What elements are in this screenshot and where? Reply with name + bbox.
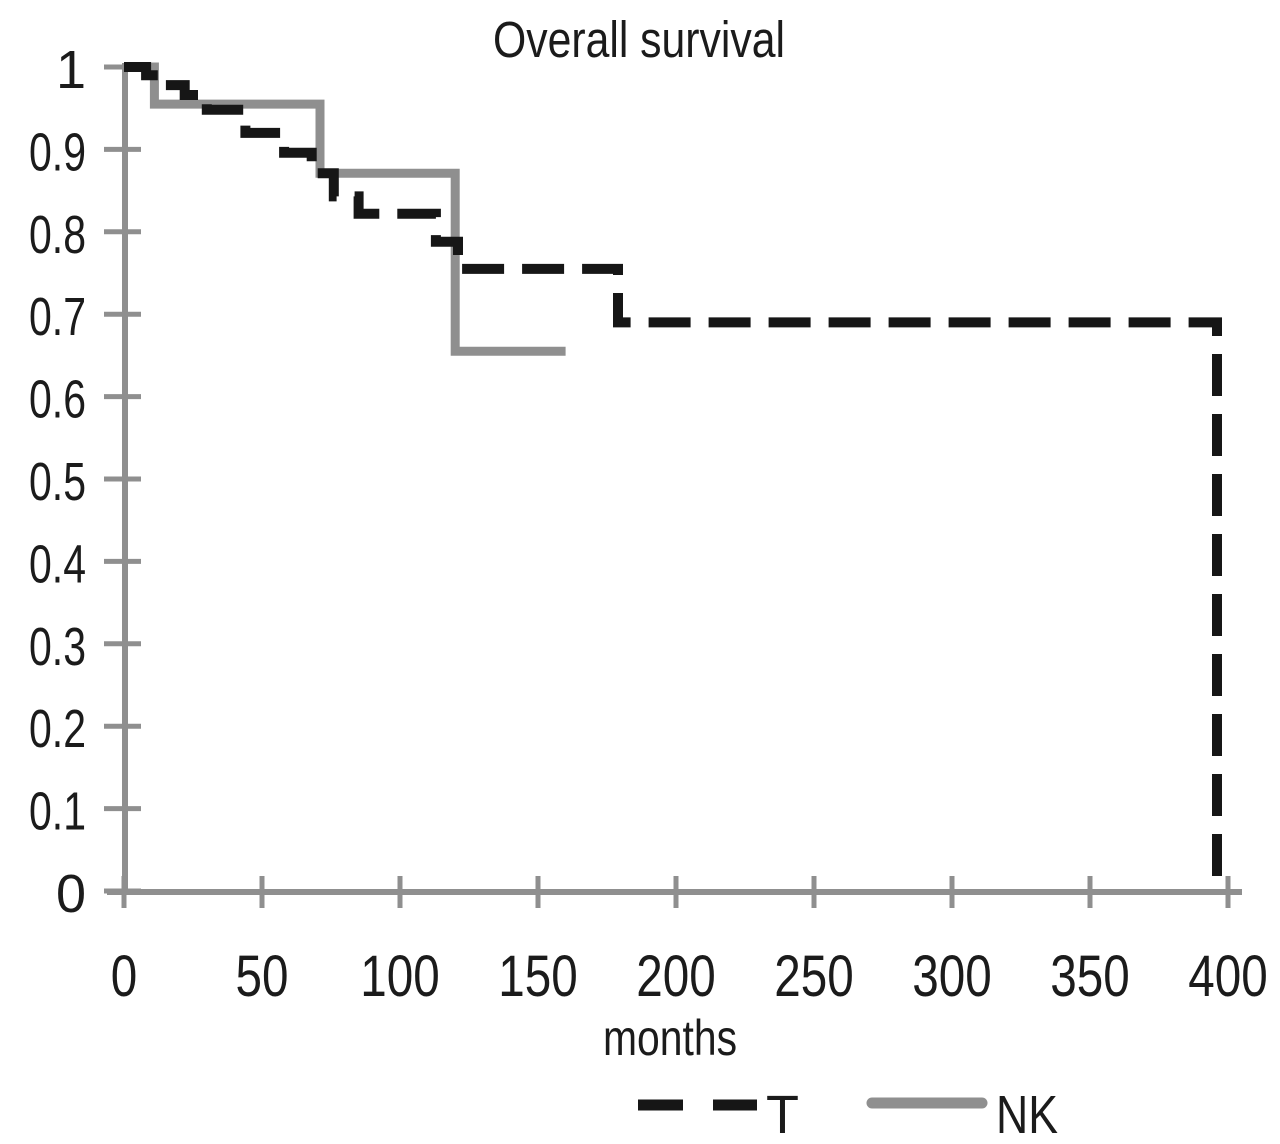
x-tick-label: 200: [636, 944, 716, 1009]
x-tick-label: 100: [360, 944, 440, 1009]
x-tick-label: 0: [111, 944, 138, 1009]
x-tick-label: 50: [236, 944, 289, 1009]
x-tick-label: 250: [774, 944, 854, 1009]
y-tick-label: 0.4: [29, 534, 86, 594]
x-axis-label: months: [603, 1010, 737, 1066]
axes: [107, 63, 1242, 895]
x-axis-ticks: 0 50 100 150 200 250 300 350 400: [111, 876, 1268, 1009]
x-tick-label: 300: [912, 944, 992, 1009]
legend: T NK: [638, 1085, 1058, 1144]
series-NK-curve: [124, 62, 566, 356]
y-tick-label: 0.7: [29, 287, 86, 347]
chart-title: Overall survival: [493, 11, 785, 68]
y-tick-label: 0.5: [29, 452, 86, 512]
x-tick-label: 400: [1188, 944, 1268, 1009]
legend-label-T: T: [766, 1085, 799, 1144]
y-tick-label: 0: [56, 864, 86, 924]
y-tick-label: 0.2: [29, 699, 86, 759]
survival-curves: [124, 62, 1222, 891]
legend-label-NK: NK: [996, 1085, 1058, 1144]
y-axis-ticks: 0 0.1 0.2 0.3 0.4 0.5 0.6 0.7 0.8 0.9 1: [29, 40, 141, 924]
y-tick-label: 0.6: [29, 370, 86, 430]
x-tick-label: 350: [1050, 944, 1130, 1009]
x-tick-label: 150: [498, 944, 578, 1009]
y-tick-label: 0.9: [29, 122, 86, 182]
series-T-curve: [124, 62, 1222, 891]
y-tick-label: 0.3: [29, 617, 86, 677]
y-tick-label: 1: [56, 40, 86, 100]
y-tick-label: 0.8: [29, 205, 86, 265]
y-tick-label: 0.1: [29, 782, 86, 842]
